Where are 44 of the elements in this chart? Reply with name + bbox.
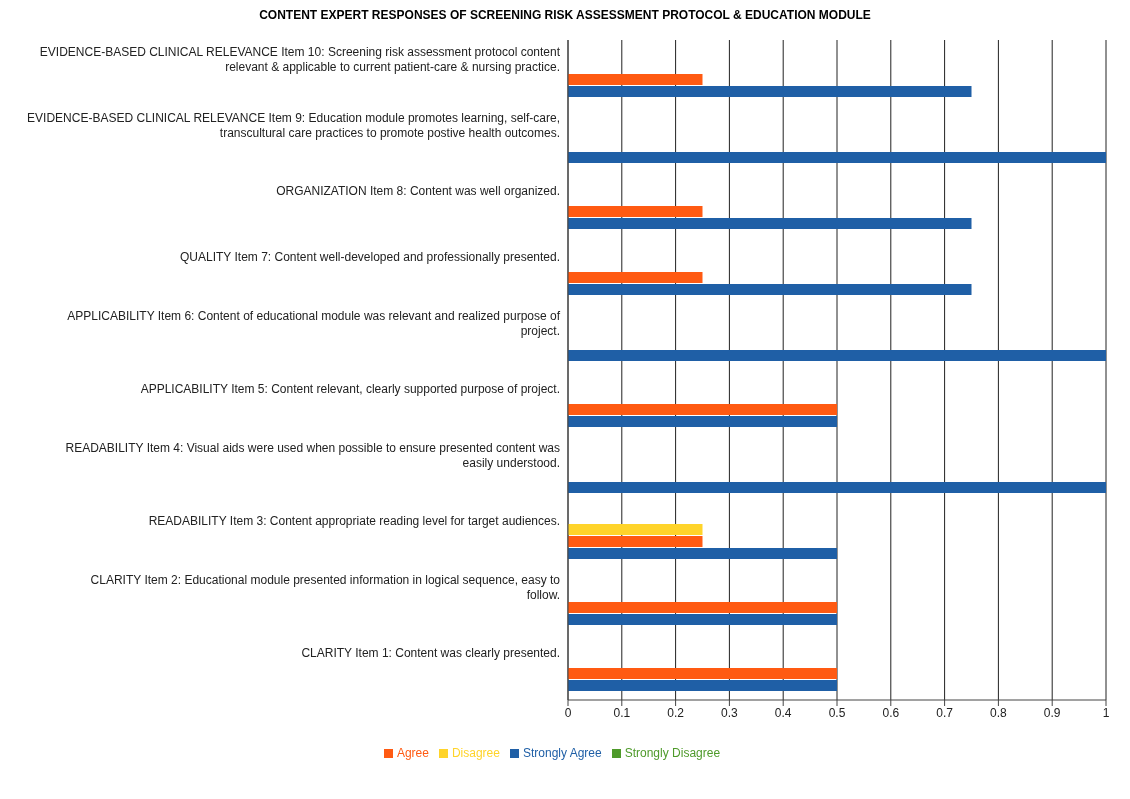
x-tick-label: 1 [1102, 705, 1110, 720]
x-tick-label: 0 [564, 705, 572, 720]
x-tick-label: 0.1 [613, 705, 631, 720]
y-tick-label: CLARITY Item 2: Educational module presented information in logical sequence, easy to follow. [90, 572, 561, 602]
legend-label: Disagree [451, 746, 500, 760]
bar [568, 523, 703, 535]
x-tick-label: 0.6 [882, 705, 900, 720]
legend-label: Strongly Agree [522, 746, 602, 760]
bar [568, 217, 972, 229]
bar [568, 415, 837, 427]
x-tick-label: 0.3 [721, 705, 739, 720]
bar [568, 283, 972, 295]
y-tick-label: READABILITY Item 3: Content appropriate reading level for target audiences. [148, 514, 560, 528]
bar [568, 679, 837, 691]
y-tick-label: ORGANIZATION Item 8: Content was well organized. [276, 184, 560, 198]
y-tick-label: EVIDENCE-BASED CLINICAL RELEVANCE Item 10: Screening risk assessment protocol content relevant & applicable to current patient-care & nursing practice. [39, 44, 561, 74]
y-tick-label: CLARITY Item 1: Content was clearly presented. [301, 646, 560, 660]
bar [568, 667, 837, 679]
legend-label: Strongly Disagree [624, 746, 721, 760]
x-tick-label: 0.5 [828, 705, 846, 720]
bar [568, 481, 1106, 493]
x-tick-label: 0.2 [667, 705, 685, 720]
bar [568, 85, 972, 97]
bar [568, 349, 1106, 361]
bar [568, 271, 703, 283]
x-tick-label: 0.7 [936, 705, 954, 720]
bar [568, 403, 837, 415]
legend-label: Agree [396, 746, 429, 760]
y-tick-label: EVIDENCE-BASED CLINICAL RELEVANCE Item 9: Education module promotes learning, self-care, transcultural care practices to promote postive health outcomes. [27, 110, 560, 140]
bar [568, 613, 837, 625]
y-tick-label: APPLICABILITY Item 6: Content of educational module was relevant and realized purpose of project. [67, 308, 561, 338]
chart-title: CONTENT EXPERT RESPONSES OF SCREENING RISK ASSESSMENT PROTOCOL & EDUCATION MODULE [258, 8, 872, 22]
x-tick-label: 0.8 [990, 705, 1008, 720]
x-tick-label: 0.4 [774, 705, 792, 720]
bar [568, 601, 837, 613]
bar [568, 547, 837, 559]
bar [568, 205, 703, 217]
y-tick-label: QUALITY Item 7: Content well-developed and professionally presented. [180, 250, 560, 264]
bar [568, 73, 703, 85]
x-tick-label: 0.9 [1043, 705, 1061, 720]
bar [568, 535, 703, 547]
bar [568, 151, 1106, 163]
y-tick-label: APPLICABILITY Item 5: Content relevant, clearly supported purpose of project. [140, 382, 560, 396]
y-tick-label: READABILITY Item 4: Visual aids were used when possible to ensure presented content was easily understood. [65, 440, 560, 470]
